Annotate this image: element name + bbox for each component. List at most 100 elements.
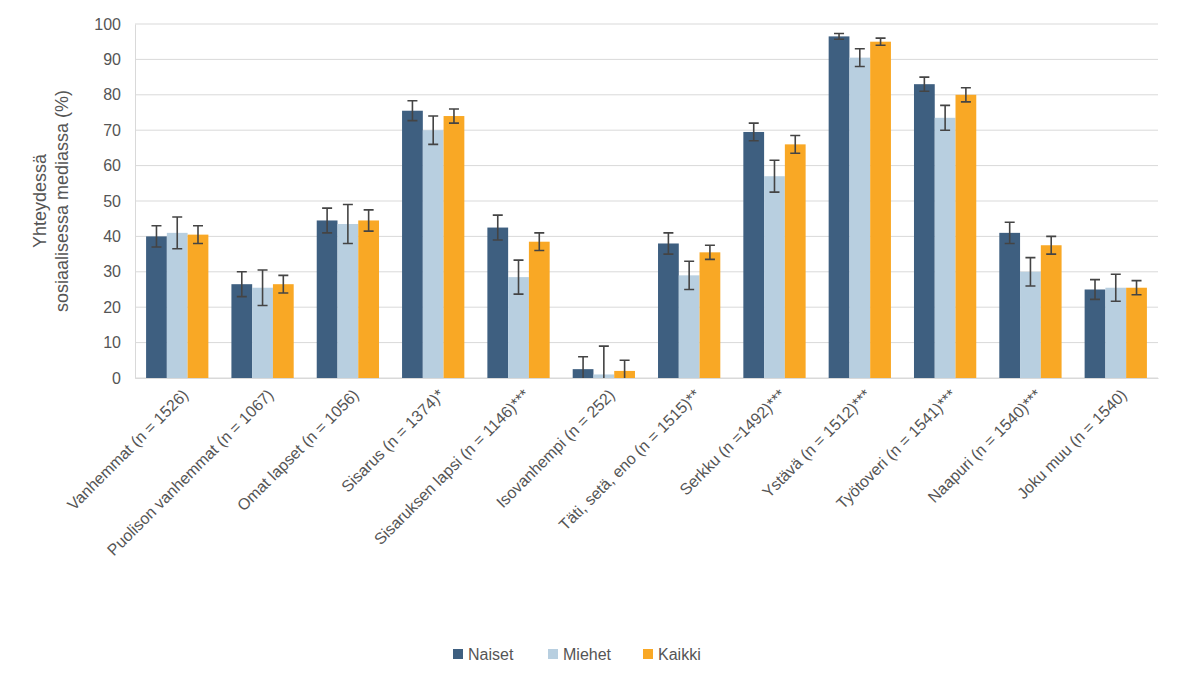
error-bar bbox=[172, 217, 182, 249]
error-bar bbox=[705, 245, 715, 259]
legend-swatch bbox=[548, 649, 558, 659]
error-bar bbox=[599, 346, 609, 378]
x-axis-line bbox=[136, 378, 1159, 379]
bar bbox=[700, 252, 721, 378]
bar bbox=[337, 224, 358, 378]
x-tick: Sisaruksen lapsi (n = 1146)*** bbox=[371, 378, 533, 548]
bar bbox=[679, 275, 700, 378]
y-tick: 10 bbox=[103, 334, 135, 351]
bar bbox=[188, 235, 209, 378]
error-bar bbox=[749, 123, 759, 141]
plot: 0102030405060708090100Vanhemmat (n = 152… bbox=[64, 16, 1158, 559]
y-tick-label: 60 bbox=[103, 157, 121, 174]
chart: 0102030405060708090100Vanhemmat (n = 152… bbox=[0, 0, 1181, 687]
bar bbox=[849, 58, 870, 378]
error-bar bbox=[940, 105, 950, 130]
legend: Naiset Miehet Kaikki bbox=[453, 646, 701, 663]
error-bar bbox=[237, 272, 247, 297]
bar bbox=[487, 228, 508, 378]
grid-line bbox=[135, 165, 1158, 166]
y-tick-label: 30 bbox=[103, 263, 121, 280]
error-bar bbox=[258, 270, 268, 305]
error-bar bbox=[855, 49, 865, 67]
bar bbox=[1085, 290, 1106, 379]
x-tick: Omat lapset (n = 1056) bbox=[234, 378, 362, 514]
y-tick-label: 100 bbox=[94, 16, 121, 33]
y-tick-label: 50 bbox=[103, 193, 121, 210]
y-tick-label: 0 bbox=[112, 370, 121, 387]
bar bbox=[402, 111, 423, 378]
x-tick-label: Sisaruksen lapsi (n = 1146)*** bbox=[371, 386, 533, 548]
y-axis-line bbox=[135, 25, 136, 379]
grid-line bbox=[135, 201, 1158, 202]
bar bbox=[743, 132, 764, 378]
bar bbox=[529, 242, 550, 378]
y-tick-label: 40 bbox=[103, 228, 121, 245]
bar bbox=[870, 42, 891, 378]
grid-line bbox=[135, 130, 1158, 131]
x-tick-label: Täti, setä, eno (n = 1515)** bbox=[556, 386, 704, 534]
legend-label: Naiset bbox=[468, 646, 514, 663]
error-bar bbox=[961, 88, 971, 102]
bar bbox=[146, 236, 167, 378]
error-bar bbox=[919, 77, 929, 91]
error-bars bbox=[172, 49, 1121, 378]
series bbox=[188, 42, 1147, 378]
bar bbox=[829, 36, 850, 378]
bar bbox=[167, 233, 188, 378]
y-tick: 50 bbox=[103, 193, 135, 210]
error-bar bbox=[1090, 280, 1100, 300]
error-bar bbox=[407, 101, 417, 121]
error-bar bbox=[278, 275, 288, 293]
error-bar bbox=[343, 205, 353, 244]
bar bbox=[956, 95, 977, 378]
bar bbox=[658, 243, 679, 378]
error-bar bbox=[1046, 236, 1056, 254]
x-tick: Täti, setä, eno (n = 1515)** bbox=[556, 378, 704, 534]
error-bar bbox=[1111, 274, 1121, 301]
y-axis-title: Yhteydessäsosiaalisessa mediassa (%) bbox=[30, 90, 72, 312]
x-tick-label: Joku muu (n = 1540) bbox=[1014, 386, 1130, 502]
error-bar bbox=[151, 226, 161, 247]
grid-line bbox=[135, 59, 1158, 60]
legend-item: Naiset bbox=[453, 646, 514, 663]
bar bbox=[231, 284, 252, 378]
bar bbox=[999, 233, 1020, 378]
error-bar bbox=[1025, 258, 1035, 286]
y-tick: 80 bbox=[103, 86, 135, 103]
grid bbox=[135, 24, 1158, 378]
error-bar bbox=[449, 109, 459, 123]
error-bar bbox=[322, 208, 332, 233]
y-tick: 60 bbox=[103, 157, 135, 174]
error-bar bbox=[578, 357, 588, 378]
legend-item: Kaikki bbox=[643, 646, 701, 663]
error-bar bbox=[534, 233, 544, 251]
y-axis: 0102030405060708090100 bbox=[94, 16, 135, 387]
y-tick-label: 20 bbox=[103, 299, 121, 316]
legend-swatch bbox=[643, 649, 653, 659]
grid-line bbox=[135, 24, 1158, 25]
bar bbox=[935, 118, 956, 378]
bar bbox=[1041, 245, 1062, 378]
bars bbox=[146, 34, 1147, 378]
series bbox=[167, 58, 1126, 378]
error-bar bbox=[1132, 281, 1142, 295]
grid-line bbox=[135, 94, 1158, 95]
y-tick: 20 bbox=[103, 299, 135, 316]
bar bbox=[273, 284, 294, 378]
error-bar bbox=[790, 136, 800, 154]
bar bbox=[785, 144, 806, 378]
error-bars bbox=[151, 34, 1100, 378]
bar bbox=[1126, 288, 1147, 378]
error-bar bbox=[620, 360, 630, 378]
y-tick-label: 90 bbox=[103, 51, 121, 68]
legend-item: Miehet bbox=[548, 646, 612, 663]
series bbox=[146, 36, 1105, 378]
bar bbox=[764, 176, 785, 378]
error-bar bbox=[193, 226, 203, 244]
error-bar bbox=[428, 116, 438, 144]
y-tick: 0 bbox=[112, 370, 135, 387]
error-bar bbox=[364, 210, 374, 231]
x-tick-label: Puolison vanhemmat (n = 1067) bbox=[104, 386, 277, 559]
error-bar bbox=[876, 38, 886, 45]
